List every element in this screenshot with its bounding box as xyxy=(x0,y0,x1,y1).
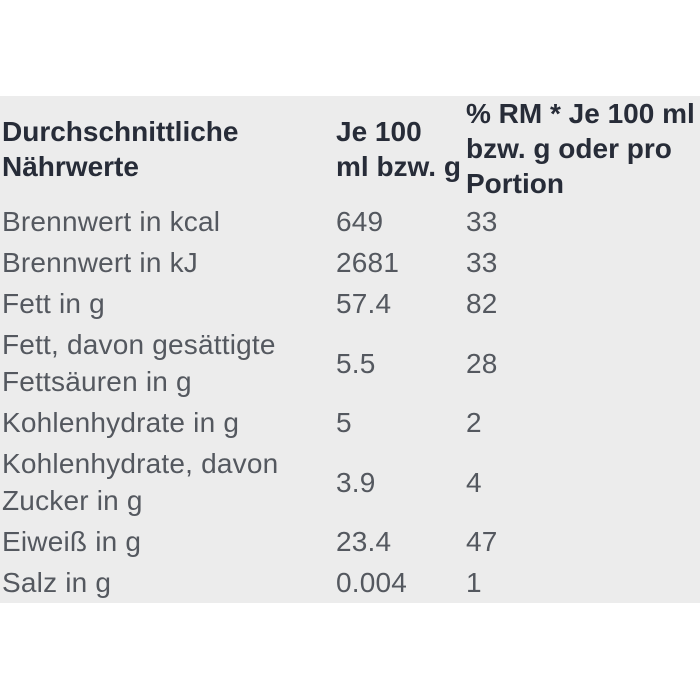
rm-percent-value-cell: 2 xyxy=(466,407,482,438)
nutrient-name-cell: Brennwert in kJ xyxy=(2,247,198,278)
per-100-value-cell: 0.004 xyxy=(336,567,408,598)
per-100-value-cell: 5 xyxy=(336,407,352,438)
header-per-100-label: Je 100 ml bzw. g xyxy=(336,115,461,182)
table-row: Salz in g 0.004 1 xyxy=(0,562,700,603)
nutrient-name-cell: Kohlenhydrate, davon Zucker in g xyxy=(2,448,279,516)
rm-percent-value-cell: 4 xyxy=(466,466,482,498)
header-rm-label: % RM * Je 100 ml bzw. g oder pro Portion xyxy=(466,98,695,199)
per-100-value-cell: 3.9 xyxy=(336,466,376,498)
table-row: Fett, davon gesättigte Fettsäuren in g 5… xyxy=(0,324,700,402)
nutrient-name-cell: Brennwert in kcal xyxy=(2,206,221,237)
rm-percent-value-cell: 28 xyxy=(466,347,498,379)
per-100-value-cell: 23.4 xyxy=(336,526,392,557)
nutrient-name-cell: Fett in g xyxy=(2,288,105,319)
per-100-value-cell: 649 xyxy=(336,206,384,237)
per-100-value-cell: 2681 xyxy=(336,247,400,278)
table-row: Eiweiß in g 23.4 47 xyxy=(0,521,700,562)
nutrient-name-cell: Salz in g xyxy=(2,567,112,598)
rm-percent-value-cell: 47 xyxy=(466,526,498,557)
nutrient-name-cell: Eiweiß in g xyxy=(2,526,142,557)
table-row: Fett in g 57.4 82 xyxy=(0,283,700,324)
nutrition-table: Durchschnittliche Nährwerte Je 100 ml bz… xyxy=(0,96,700,603)
table-row: Brennwert in kJ 2681 33 xyxy=(0,242,700,283)
table-row: Kohlenhydrate, davon Zucker in g 3.9 4 xyxy=(0,443,700,521)
table-header-row: Durchschnittliche Nährwerte Je 100 ml bz… xyxy=(0,96,700,201)
rm-percent-value-cell: 1 xyxy=(466,567,482,598)
rm-percent-value-cell: 33 xyxy=(466,206,498,237)
per-100-value-cell: 5.5 xyxy=(336,347,376,379)
nutrient-name-cell: Fett, davon gesättigte Fettsäuren in g xyxy=(2,329,276,397)
per-100-value-cell: 57.4 xyxy=(336,288,392,319)
table-row: Brennwert in kcal 649 33 xyxy=(0,201,700,242)
header-nutrients-label: Durchschnittliche Nährwerte xyxy=(2,115,239,182)
rm-percent-value-cell: 82 xyxy=(466,288,498,319)
nutrient-name-cell: Kohlenhydrate in g xyxy=(2,407,240,438)
table-row: Kohlenhydrate in g 5 2 xyxy=(0,402,700,443)
rm-percent-value-cell: 33 xyxy=(466,247,498,278)
